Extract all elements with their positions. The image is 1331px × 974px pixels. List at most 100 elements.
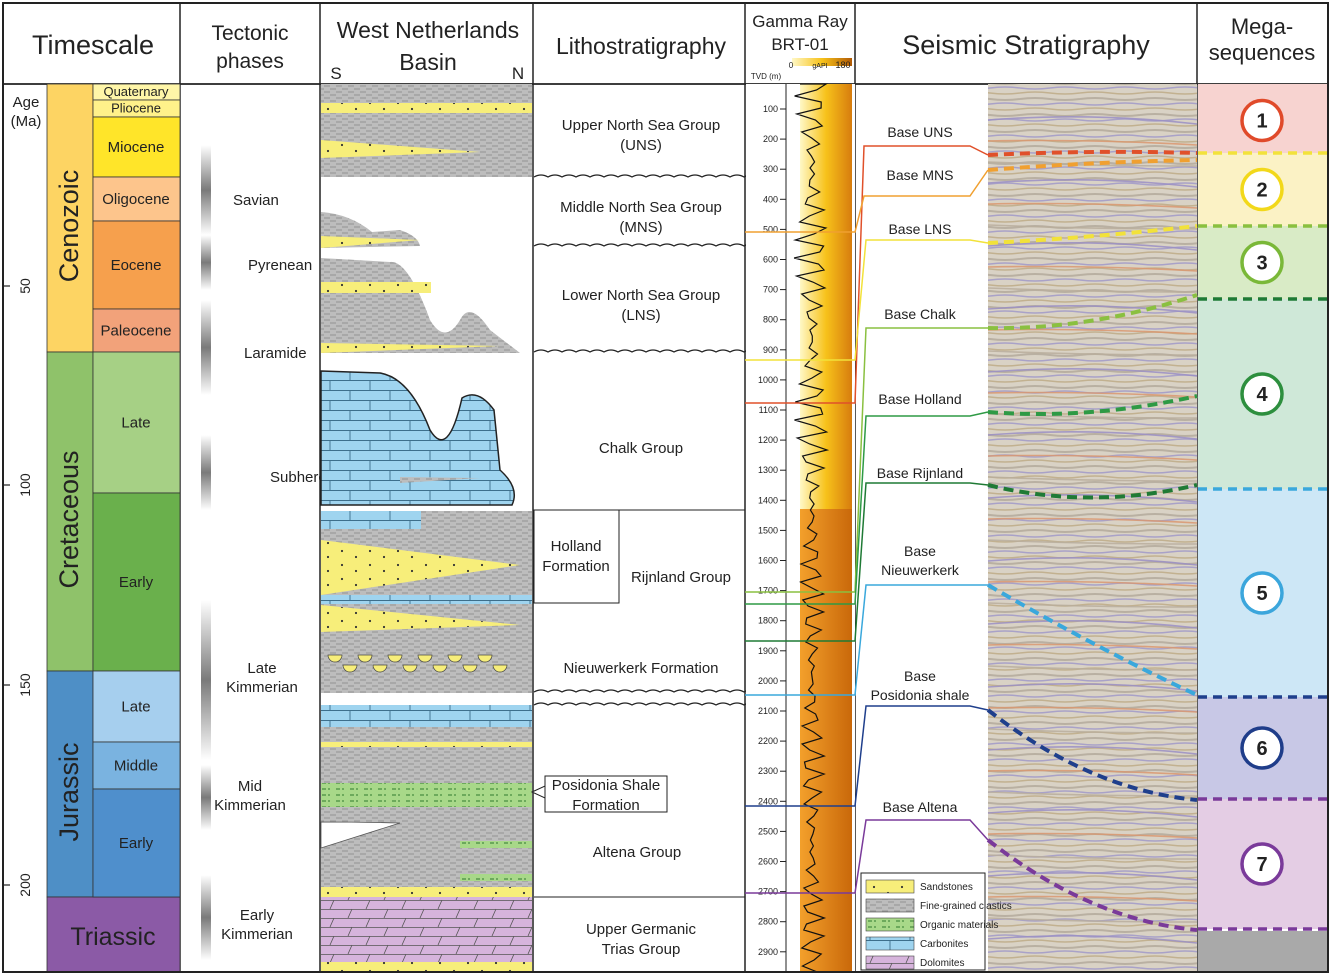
unconformity-gap xyxy=(320,821,401,849)
litho-unit-label: Formation xyxy=(572,797,640,814)
tectonic-bar xyxy=(201,235,211,290)
dolomite-layer xyxy=(321,897,532,972)
depth-label: 2500 xyxy=(758,826,778,836)
depth-label: 2000 xyxy=(758,676,778,686)
legend-swatch xyxy=(865,936,915,951)
carbonate-layer xyxy=(320,370,515,506)
tectonic-bar xyxy=(201,600,211,760)
shale-layer xyxy=(321,511,532,671)
megasequence-badge xyxy=(1240,167,1284,212)
depth-label: 1300 xyxy=(758,465,778,475)
epoch-label: Early xyxy=(119,835,154,852)
carbonate-layer xyxy=(321,595,532,604)
megasequence-number: 3 xyxy=(1256,253,1267,275)
posidonia-pointer xyxy=(530,785,546,799)
unconformity-line xyxy=(533,349,759,353)
horizon-tie-line xyxy=(745,584,988,696)
era-label: Cretaceous xyxy=(54,450,84,588)
epoch-box xyxy=(92,670,181,743)
litho-unit-label: (MNS) xyxy=(619,219,662,236)
depth-label: 200 xyxy=(763,134,778,144)
megasequence-badge xyxy=(1240,98,1284,143)
depth-label: 1200 xyxy=(758,435,778,445)
sandstone-layer xyxy=(321,962,532,972)
sandstone-lobe xyxy=(492,664,508,673)
litho-unit-label: Holland xyxy=(551,538,602,555)
sandstone-lobe xyxy=(462,664,478,673)
depth-label: 700 xyxy=(763,285,778,295)
horizon-tie-line xyxy=(745,705,989,807)
depth-label: 500 xyxy=(763,224,778,234)
horizon-tie-line xyxy=(745,327,988,593)
seismic-reflector xyxy=(987,809,1198,818)
horizon-pick xyxy=(986,583,1198,697)
era-label: Jurassic xyxy=(54,742,84,841)
seismic-reflector xyxy=(987,305,1198,314)
litho-unit-label: Upper Germanic xyxy=(586,921,697,938)
sandstone-lobe xyxy=(447,654,463,663)
seismic-reflector xyxy=(987,580,1198,587)
tectonic-header-line: Tectonic xyxy=(211,22,288,45)
sandstone-wedge xyxy=(321,140,480,158)
seismic-reflector xyxy=(987,706,1198,713)
tectonic-phase-label: Early xyxy=(240,907,275,924)
horizon-label: Base LNS xyxy=(888,221,951,237)
sandstone-layer xyxy=(321,742,532,747)
megasequence-badge xyxy=(1240,372,1284,416)
horizon-label: Base Rijnland xyxy=(877,465,963,481)
organic-layer xyxy=(321,783,532,807)
epoch-label: Oligocene xyxy=(102,191,170,208)
seismic-reflector xyxy=(987,476,1198,482)
sandstone-lobe xyxy=(357,654,373,663)
horizon-label: Base MNS xyxy=(887,167,954,183)
legend-label: Sandstones xyxy=(920,882,973,893)
basin-header: Basin xyxy=(399,49,457,75)
depth-label: 1400 xyxy=(758,495,778,505)
seismic-reflector xyxy=(987,665,1198,671)
sandstone-lobe xyxy=(387,654,403,663)
gamma-scale-unit: gAPI xyxy=(812,63,827,70)
gamma-fill-lower xyxy=(800,509,852,972)
mega-header-line: Mega- xyxy=(1231,14,1293,39)
seismic-reflector xyxy=(987,935,1198,944)
megasequence-number: 1 xyxy=(1256,111,1267,133)
legend-swatch xyxy=(865,898,915,913)
seismic-reflector xyxy=(987,728,1198,734)
litho-unit-label: Rijnland Group xyxy=(631,569,731,586)
depth-label: 2700 xyxy=(758,887,778,897)
seismic-reflector xyxy=(987,202,1198,209)
seismic-reflector xyxy=(987,350,1198,356)
seismic-header: Seismic Stratigraphy xyxy=(902,30,1150,60)
seismic-reflector xyxy=(987,683,1198,692)
tectonic-bar xyxy=(201,875,211,960)
seismic-reflector xyxy=(987,746,1198,755)
horizon-label: Base Altena xyxy=(883,799,958,815)
epoch-label: Pliocene xyxy=(111,101,161,116)
seismic-reflector xyxy=(987,494,1198,503)
sandstone-lobe xyxy=(402,664,418,673)
seismic-reflector xyxy=(987,287,1198,293)
epoch-label: Middle xyxy=(114,758,158,775)
megasequence-badge xyxy=(1240,726,1284,770)
depth-label: 600 xyxy=(763,255,778,265)
depth-label: 1700 xyxy=(758,586,778,596)
epoch-box xyxy=(92,492,181,672)
depth-label: 2900 xyxy=(758,947,778,957)
horizon-label: Base Holland xyxy=(878,391,961,407)
shale-lens xyxy=(400,477,480,483)
tectonic-phase-label: Kimmerian xyxy=(221,926,293,943)
litho-unit-label: Middle North Sea Group xyxy=(560,199,722,216)
megasequence-badge xyxy=(1240,842,1284,886)
depth-label: 2100 xyxy=(758,706,778,716)
tectonic-phase-label: Kimmerian xyxy=(214,797,286,814)
seismic-reflector xyxy=(987,391,1198,398)
litho-unit-label: Chalk Group xyxy=(599,440,683,457)
litho-unit-label: Nieuwerkerk Formation xyxy=(563,660,718,677)
legend-swatch xyxy=(865,955,915,970)
epoch-label: Late xyxy=(121,415,150,432)
carbonate-layer xyxy=(321,511,421,529)
megasequence-badge xyxy=(1240,240,1284,285)
litho-unit-label: Upper North Sea Group xyxy=(562,117,720,134)
depth-label: 1900 xyxy=(758,646,778,656)
tectonic-phase-label: Pyrenean xyxy=(248,257,312,274)
